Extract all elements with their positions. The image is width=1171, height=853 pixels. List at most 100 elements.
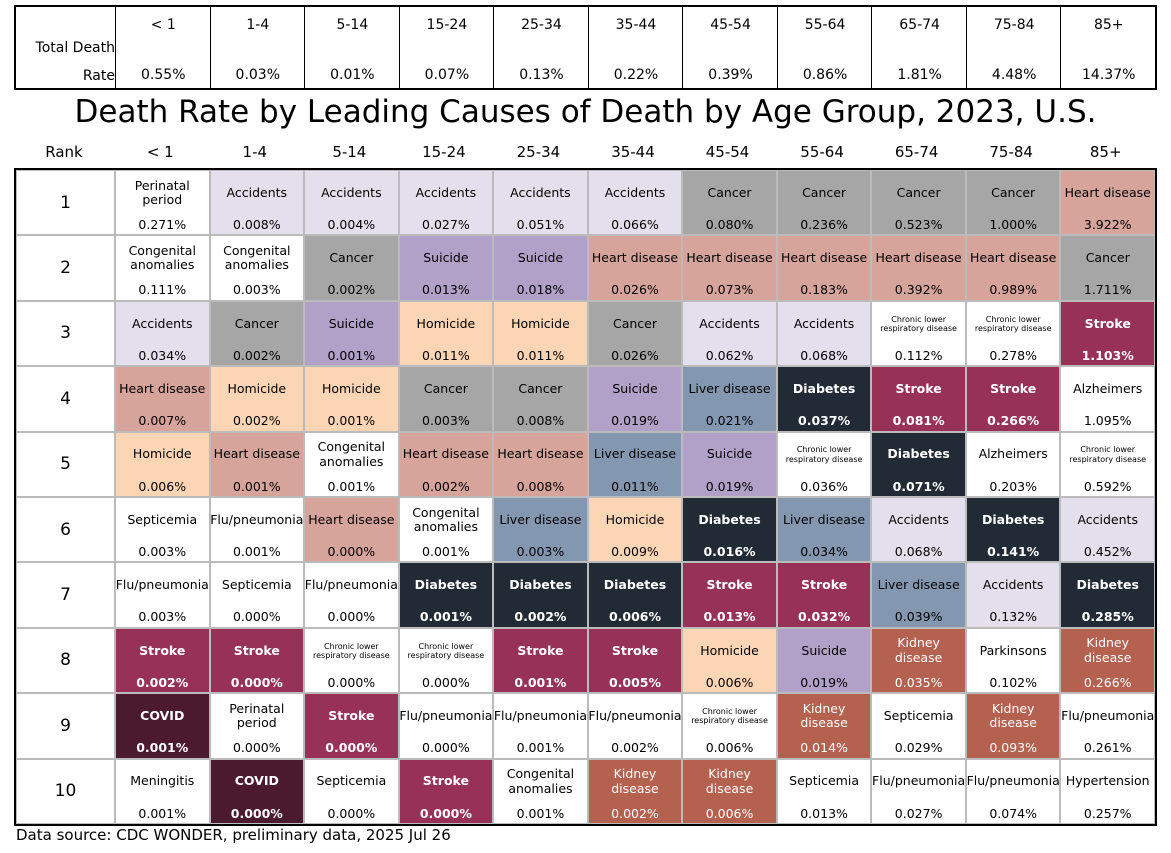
total-rate-table: Total Death Rate < 1 0.55% 1-4 0.03% 5-14 0.0…: [14, 5, 1157, 90]
cause-cell: Congenital anomalies 0.001%: [493, 758, 588, 824]
cause-name: Heart disease: [970, 250, 1057, 266]
cause-cell: Liver disease 0.021%: [682, 366, 777, 432]
cause-name: Diabetes: [603, 577, 667, 593]
cause-name: Accidents: [699, 315, 760, 331]
cause-name: Homicide: [700, 642, 759, 658]
cause-rate: 0.068%: [800, 347, 848, 363]
cause-cell: Meningitis 0.001%: [115, 758, 210, 824]
cause-name: Flu/pneumonia: [493, 708, 588, 723]
cause-rate: 0.001%: [419, 609, 472, 625]
cause-cell: Diabetes 0.037%: [776, 366, 872, 432]
cause-rate: 0.003%: [422, 413, 470, 429]
age-group: 45-54: [710, 17, 751, 33]
cause-cell: Chronic lower respiratory disease 0.036%: [776, 431, 872, 497]
cause-rate: 0.006%: [138, 478, 187, 494]
cause-cell: Heart disease 0.073%: [682, 235, 777, 301]
cause-cell: Accidents 0.132%: [965, 562, 1061, 628]
age-group: 75-84: [993, 17, 1035, 33]
cause-rate: 0.006%: [705, 740, 754, 756]
cause-cell: Perinatal period 0.000%: [209, 693, 305, 759]
cause-name: Hypertension: [1065, 773, 1150, 789]
cause-rate: 0.000%: [419, 805, 472, 821]
cause-cell: Cancer 0.002%: [209, 300, 305, 367]
rank-table: 1 Perinatal period 0.271% Accidents 0.008% Ac…: [14, 168, 1157, 826]
cause-cell: Parkinsons 0.102%: [965, 627, 1061, 694]
cause-name: Stroke: [139, 642, 186, 658]
cause-name: Congenital anomalies: [506, 766, 575, 796]
age-header: 15-24: [422, 143, 466, 161]
cause-name: Stroke: [517, 642, 564, 658]
rank: 7: [16, 562, 115, 628]
cause-name: Heart disease: [213, 446, 300, 462]
cause-cell: Cancer 1.711%: [1060, 235, 1155, 301]
cause-rate: 0.011%: [516, 347, 565, 363]
cause-cell: Stroke 0.000%: [209, 627, 305, 694]
cause-name: Suicide: [706, 446, 753, 462]
cause-rate: 0.051%: [516, 217, 565, 232]
total-rate: 0.01%: [330, 67, 375, 83]
age-group: 5-14: [336, 17, 369, 33]
cause-rate: 0.003%: [516, 544, 565, 559]
cause-rate: 0.009%: [611, 544, 659, 559]
cause-name: Stroke: [800, 577, 848, 593]
cause-name: COVID: [140, 708, 185, 723]
rank: 8: [16, 627, 115, 694]
cause-rate: 0.068%: [894, 544, 943, 559]
cause-cell: Stroke 0.000%: [304, 693, 399, 759]
cause-cell: Stroke 0.013%: [682, 562, 777, 628]
cause-rate: 0.002%: [422, 478, 470, 494]
cause-name: Chronic lower respiratory disease: [407, 641, 485, 660]
cause-name: Heart disease: [686, 250, 773, 266]
cause-name: Accidents: [226, 184, 288, 200]
cause-cell: Flu/pneumonia 0.000%: [398, 693, 494, 759]
age-group: 85+: [1093, 17, 1124, 33]
age-header: 65-74: [894, 143, 939, 161]
cause-name: COVID: [234, 773, 279, 789]
total-rate: 0.86%: [802, 67, 848, 83]
cause-cell: Cancer 0.080%: [682, 170, 777, 236]
cause-rate: 0.000%: [327, 674, 376, 690]
cause-cell: Septicemia 0.000%: [209, 562, 305, 628]
rank: 1: [16, 170, 115, 236]
cause-rate: 0.001%: [327, 347, 376, 363]
cause-name: Diabetes: [792, 381, 856, 396]
cause-rate: 0.000%: [327, 609, 376, 625]
cause-rate: 0.266%: [1083, 674, 1132, 690]
cause-name: Diabetes: [1076, 577, 1139, 593]
rank-label: Rank: [45, 143, 83, 161]
cause-cell: Homicide 0.006%: [115, 431, 210, 497]
cause-name: Liver disease: [499, 511, 582, 527]
cause-name: Parkinsons: [979, 642, 1047, 658]
cause-cell: Stroke 0.266%: [965, 366, 1061, 432]
cause-cell: Heart disease 0.007%: [115, 366, 210, 432]
cause-name: Homicide: [511, 315, 570, 331]
cause-cell: Diabetes 0.071%: [871, 431, 966, 497]
cause-cell: Liver disease 0.011%: [587, 431, 683, 497]
rank: 5: [16, 431, 115, 497]
cause-name: Alzheimers: [1073, 381, 1143, 396]
cause-rate: 0.989%: [989, 282, 1037, 298]
cause-cell: Heart disease 0.989%: [965, 235, 1061, 301]
cause-cell: Accidents 0.027%: [398, 170, 494, 236]
cause-name: Kidney disease: [705, 766, 754, 796]
cause-cell: Congenital anomalies 0.111%: [115, 235, 210, 301]
cause-cell: Suicide 0.001%: [304, 300, 399, 367]
cause-cell: Alzheimers 0.203%: [965, 431, 1061, 497]
rank: 3: [16, 300, 115, 367]
cause-rate: 0.029%: [894, 740, 943, 756]
cause-name: Heart disease: [1064, 184, 1151, 200]
cause-name: Liver disease: [593, 446, 677, 462]
cause-rate: 0.000%: [327, 544, 376, 559]
age-column: 65-74 1.81%: [871, 7, 967, 88]
age-column: 75-84 4.48%: [965, 7, 1062, 88]
cause-rate: 0.001%: [327, 478, 376, 494]
cause-rate: 0.019%: [611, 413, 659, 429]
cause-rate: 0.003%: [138, 609, 187, 625]
cause-cell: Perinatal period 0.271%: [115, 170, 210, 236]
total-rate: 14.37%: [1082, 67, 1136, 83]
cause-cell: Suicide 0.018%: [493, 235, 588, 301]
cause-name: Accidents: [604, 184, 666, 200]
cause-rate: 0.019%: [800, 674, 848, 690]
age-header: 35-44: [611, 143, 655, 161]
cause-rate: 0.018%: [516, 282, 565, 298]
